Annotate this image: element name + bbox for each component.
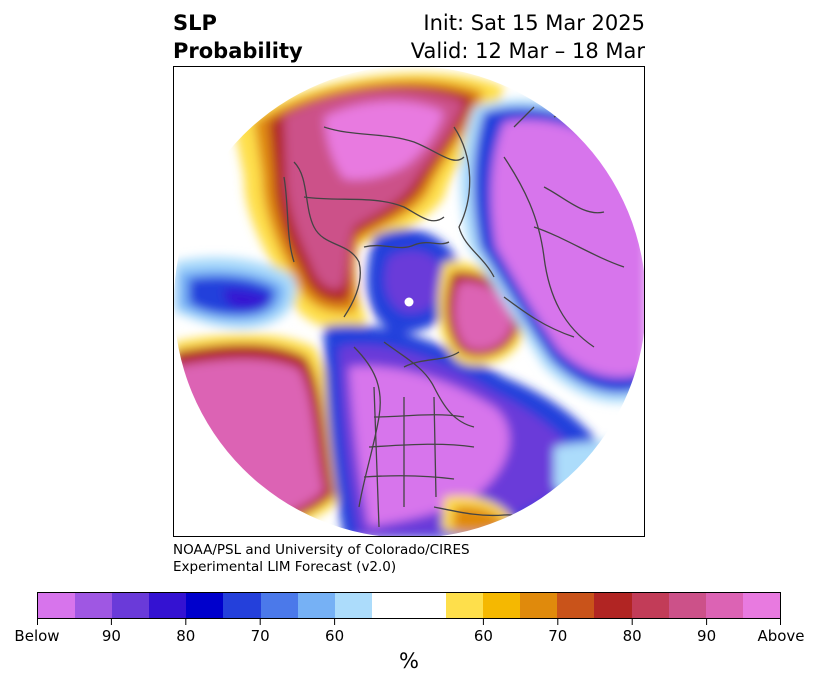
colorbar-tick-label: 60 (325, 627, 345, 645)
colorbar-swatch (520, 593, 558, 618)
forecast-dates: Init: Sat 15 Mar 2025 Valid: 12 Mar – 18… (411, 9, 645, 65)
map-variable-title: SLP Probability (173, 9, 303, 65)
credit-line-1: NOAA/PSL and University of Colorado/CIRE… (173, 542, 470, 558)
valid-date: Valid: 12 Mar – 18 Mar (410, 39, 645, 63)
colorbar-tick-label: Above (757, 627, 805, 645)
probability-map-svg (174, 67, 644, 536)
colorbar-swatch (742, 593, 780, 618)
colorbar-tick-label: 90 (101, 627, 121, 645)
colorbar-tick-label: 70 (548, 627, 568, 645)
colorbar-tick-label: 80 (622, 627, 642, 645)
colorbar-tick-label: 70 (250, 627, 270, 645)
credit-text: NOAA/PSL and University of Colorado/CIRE… (173, 542, 470, 576)
colorbar-swatch (371, 593, 409, 618)
colorbar-tick-label: 80 (176, 627, 196, 645)
colorbar-swatch (260, 593, 298, 618)
colorbar-tick-label: 60 (473, 627, 493, 645)
colorbar-unit: % (399, 649, 419, 673)
colorbar-swatch (297, 593, 335, 618)
colorbar-swatch (75, 593, 113, 618)
colorbar-swatch (668, 593, 706, 618)
colorbar-swatch (557, 593, 595, 618)
init-date: Init: Sat 15 Mar 2025 (423, 11, 645, 35)
north-pole-marker (404, 297, 414, 307)
colorbar-swatch (223, 593, 261, 618)
colorbar-tick-label: 90 (697, 627, 717, 645)
colorbar-ticks (37, 619, 781, 625)
colorbar-swatch (483, 593, 521, 618)
colorbar-swatch (149, 593, 187, 618)
credit-line-2: Experimental LIM Forecast (v2.0) (173, 559, 397, 575)
colorbar-swatch (631, 593, 669, 618)
colorbar-swatch (705, 593, 743, 618)
variable-name: SLP (173, 11, 217, 35)
colorbar-swatch (112, 593, 150, 618)
colorbar-swatch (594, 593, 632, 618)
colorbar (37, 592, 781, 619)
colorbar-swatch (446, 593, 484, 618)
polar-map (173, 66, 645, 537)
probability-field (174, 67, 644, 536)
colorbar-swatch (334, 593, 372, 618)
variable-type: Probability (173, 39, 303, 63)
colorbar-swatch (38, 593, 76, 618)
colorbar-swatch (186, 593, 224, 618)
colorbar-tick-label: Below (14, 627, 60, 645)
colorbar-swatch (408, 593, 447, 618)
